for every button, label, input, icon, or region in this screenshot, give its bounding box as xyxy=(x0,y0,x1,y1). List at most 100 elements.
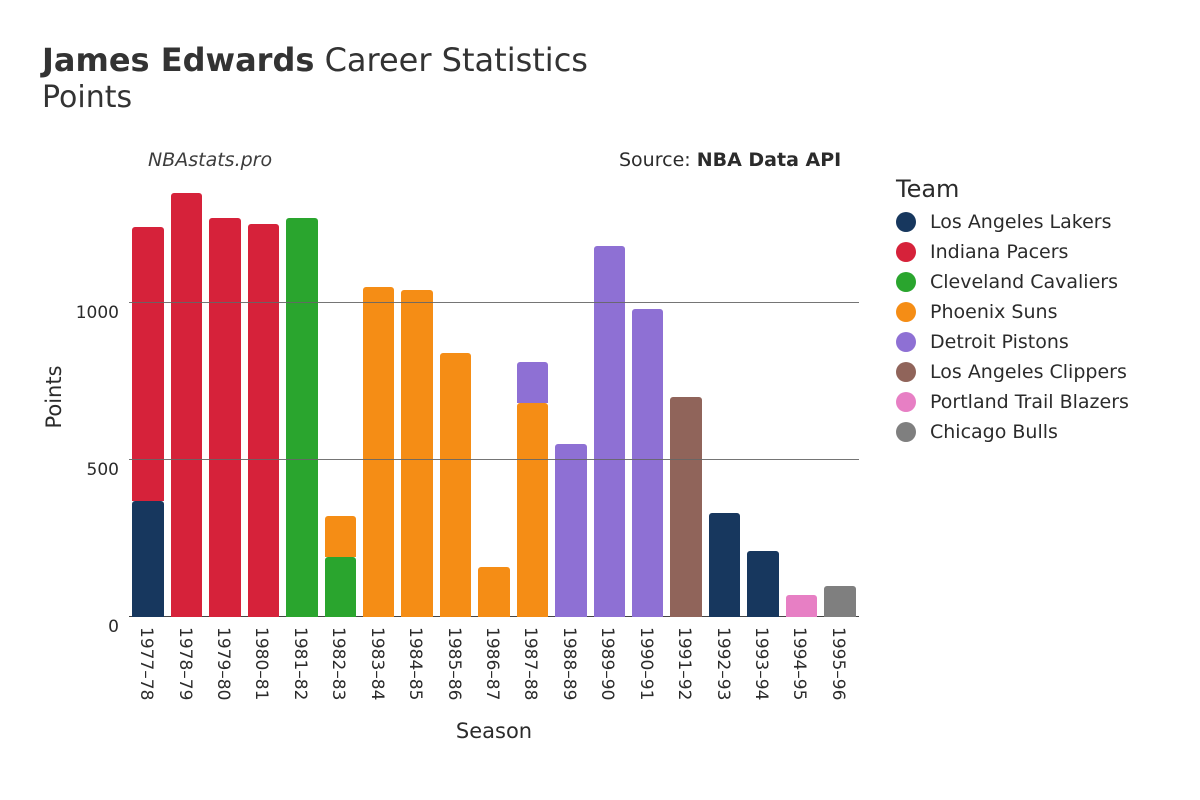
bar-segment xyxy=(747,551,779,617)
gridline xyxy=(129,302,859,303)
legend-swatch xyxy=(896,272,916,292)
xtick-label: 1985–86 xyxy=(444,627,464,700)
legend-title: Team xyxy=(896,175,1129,203)
title-metric: Points xyxy=(42,80,1176,115)
legend-label: Detroit Pistons xyxy=(930,331,1069,353)
xtick-label: 1994–95 xyxy=(789,627,809,700)
ytick-label: 0 xyxy=(59,617,119,637)
bar-segment xyxy=(286,218,318,617)
title-player: James Edwards xyxy=(42,41,314,79)
bar-segment xyxy=(517,362,549,403)
legend-swatch xyxy=(896,422,916,442)
gridline xyxy=(129,459,859,460)
bar-segment xyxy=(132,501,164,617)
plot-area xyxy=(129,177,859,617)
legend-label: Los Angeles Lakers xyxy=(930,211,1111,233)
bar-segment xyxy=(363,287,395,617)
bar-column xyxy=(478,567,510,617)
bar-segment xyxy=(440,353,472,617)
legend-label: Chicago Bulls xyxy=(930,421,1058,443)
bar-segment xyxy=(171,193,203,617)
bar-column xyxy=(440,353,472,617)
bar-column xyxy=(401,290,433,617)
xtick-label: 1981–82 xyxy=(290,627,310,700)
bar-column xyxy=(517,362,549,617)
xtick-label: 1991–92 xyxy=(674,627,694,700)
bar-column xyxy=(632,309,664,617)
xtick-label: 1983–84 xyxy=(367,627,387,700)
xtick-label: 1987–88 xyxy=(520,627,540,700)
legend: Team Los Angeles Lakers Indiana Pacers Cle… xyxy=(896,175,1129,451)
bar-segment xyxy=(478,567,510,617)
bar-column xyxy=(555,444,587,617)
bar-column xyxy=(824,586,856,617)
xtick-label: 1989–90 xyxy=(597,627,617,700)
legend-label: Cleveland Cavaliers xyxy=(930,271,1118,293)
bar-column xyxy=(786,595,818,617)
xtick-label: 1984–85 xyxy=(405,627,425,700)
x-axis-label: Season xyxy=(456,719,532,743)
bar-column xyxy=(209,218,241,617)
xtick-label: 1982–83 xyxy=(328,627,348,700)
legend-label: Los Angeles Clippers xyxy=(930,361,1127,383)
xtick-label: 1979–80 xyxy=(213,627,233,700)
legend-swatch xyxy=(896,392,916,412)
xtick-label: 1993–94 xyxy=(751,627,771,700)
bar-segment xyxy=(248,224,280,617)
legend-item: Indiana Pacers xyxy=(896,241,1129,263)
bar-segment xyxy=(325,557,357,617)
bar-column xyxy=(248,224,280,617)
legend-item: Los Angeles Lakers xyxy=(896,211,1129,233)
credit-source-name: NBA Data API xyxy=(697,149,842,171)
legend-label: Portland Trail Blazers xyxy=(930,391,1129,413)
xtick-label: 1988–89 xyxy=(559,627,579,700)
ytick-label: 1000 xyxy=(59,303,119,323)
credit-source-prefix: Source: xyxy=(619,149,697,171)
bar-column xyxy=(325,516,357,617)
legend-item: Portland Trail Blazers xyxy=(896,391,1129,413)
bar-column xyxy=(286,218,318,617)
legend-item: Phoenix Suns xyxy=(896,301,1129,323)
figure: NBAstats.pro Source: NBA Data API Points… xyxy=(24,129,1176,779)
xtick-label: 1986–87 xyxy=(482,627,502,700)
bar-segment xyxy=(670,397,702,617)
xtick-label: 1977–78 xyxy=(136,627,156,700)
bar-segment xyxy=(325,516,357,557)
legend-swatch xyxy=(896,212,916,232)
legend-item: Chicago Bulls xyxy=(896,421,1129,443)
title-block: James Edwards Career Statistics Points xyxy=(42,40,1176,115)
legend-swatch xyxy=(896,242,916,262)
bar-segment xyxy=(401,290,433,617)
legend-item: Detroit Pistons xyxy=(896,331,1129,353)
bar-segment xyxy=(786,595,818,617)
legend-item: Cleveland Cavaliers xyxy=(896,271,1129,293)
bar-segment xyxy=(632,309,664,617)
bar-column xyxy=(709,513,741,617)
ytick-label: 500 xyxy=(59,460,119,480)
bar-column xyxy=(747,551,779,617)
bar-column xyxy=(132,227,164,617)
legend-label: Phoenix Suns xyxy=(930,301,1057,323)
xtick-label: 1992–93 xyxy=(713,627,733,700)
legend-swatch xyxy=(896,362,916,382)
bar-column xyxy=(171,193,203,617)
xtick-label: 1980–81 xyxy=(251,627,271,700)
bar-segment xyxy=(517,403,549,617)
xtick-label: 1995–96 xyxy=(828,627,848,700)
legend-label: Indiana Pacers xyxy=(930,241,1068,263)
credit-site: NBAstats.pro xyxy=(148,149,272,171)
bar-column xyxy=(670,397,702,617)
bar-segment xyxy=(709,513,741,617)
chart-page: James Edwards Career Statistics Points N… xyxy=(0,0,1200,800)
bars-container xyxy=(129,177,859,617)
credit-source: Source: NBA Data API xyxy=(619,149,841,171)
y-axis-label: Points xyxy=(42,365,66,428)
bar-column xyxy=(363,287,395,617)
bar-segment xyxy=(209,218,241,617)
legend-item: Los Angeles Clippers xyxy=(896,361,1129,383)
bar-segment xyxy=(555,444,587,617)
xtick-label: 1990–91 xyxy=(636,627,656,700)
title-suffix: Career Statistics xyxy=(325,41,588,79)
legend-swatch xyxy=(896,332,916,352)
bar-segment xyxy=(824,586,856,617)
